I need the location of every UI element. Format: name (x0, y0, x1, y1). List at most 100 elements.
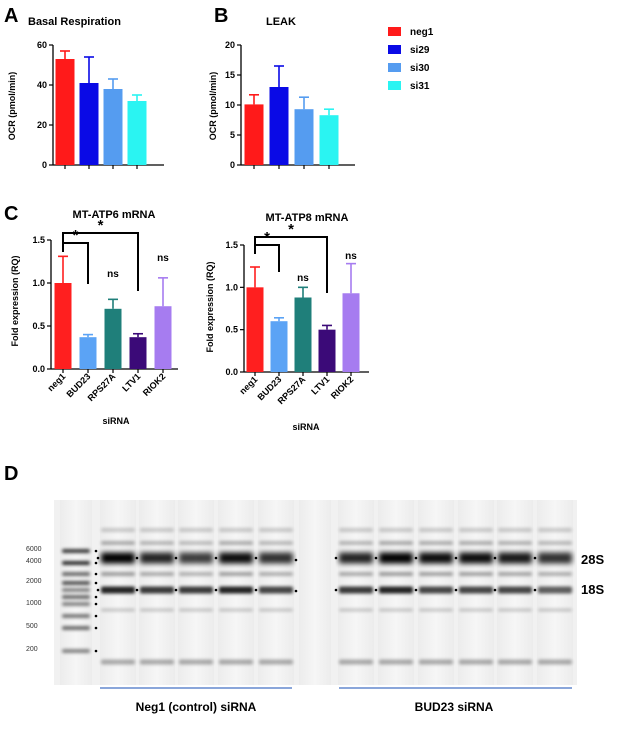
y-tick-label: 0.0 (225, 367, 238, 377)
band-28s (498, 552, 532, 564)
band-18s (419, 586, 453, 594)
small-rna-band (219, 659, 253, 665)
sig-star-ltv1: * (288, 221, 294, 238)
faint-band (379, 541, 413, 545)
faint-band (459, 528, 493, 532)
chart-title: MT-ATP6 mRNA (73, 209, 156, 221)
faint-band (179, 528, 213, 532)
band-18s (101, 586, 135, 594)
faint-band (101, 608, 135, 612)
band-marker-dot (533, 588, 537, 592)
bar-si30 (103, 89, 123, 165)
faint-band (179, 608, 213, 612)
sig-star-ltv1: * (98, 217, 104, 234)
chart-mt-atp8: MT-ATP8 mRNA Fold expression (RQ) siRNA … (205, 212, 369, 432)
x-tick-label: neg1 (45, 371, 67, 393)
faint-band (459, 572, 493, 576)
band-marker-dot (414, 588, 418, 592)
ladder-label-6000: 6000 (26, 546, 42, 553)
chart-title: Basal Respiration (28, 16, 121, 28)
faint-band (498, 608, 532, 612)
band-marker-dot (493, 588, 497, 592)
y-axis-label: OCR (pmol/min) (7, 72, 17, 141)
faint-band (498, 572, 532, 576)
small-rna-band (339, 659, 373, 665)
bar-neg1 (55, 59, 75, 165)
faint-band (339, 608, 373, 612)
band-marker-dot (174, 556, 178, 560)
chart-title: LEAK (266, 16, 296, 28)
gel-image: 6000 4000 2000 1000 500 200 28S 18S Neg1… (26, 500, 604, 714)
faint-band (538, 528, 572, 532)
panel-label-d: D (4, 463, 18, 485)
bar-neg1 (244, 104, 264, 165)
sig-bracket-bud23 (62, 242, 89, 284)
ladder-band (62, 614, 90, 618)
ladder-marker-dot (94, 614, 98, 618)
ladder-band (62, 572, 90, 576)
bar-si31 (319, 115, 339, 165)
y-axis-label: OCR (pmol/min) (208, 72, 218, 141)
bar-neg1 (246, 287, 264, 372)
ladder-band (62, 595, 90, 599)
x-tick-label: LTV1 (309, 374, 331, 396)
sig-bracket-ltv1 (254, 236, 328, 293)
faint-band (538, 608, 572, 612)
band-18s (379, 586, 413, 594)
small-rna-band (140, 659, 174, 665)
faint-band (459, 541, 493, 545)
faint-band (538, 541, 572, 545)
x-axis-label: siRNA (102, 416, 130, 426)
ladder-marker-dot (94, 581, 98, 585)
y-tick-label: 20 (225, 40, 235, 50)
small-rna-band (419, 659, 453, 665)
faint-band (339, 528, 373, 532)
bar-si29 (269, 87, 289, 165)
y-axis-label: Fold expression (RQ) (205, 261, 215, 352)
faint-band (179, 541, 213, 545)
faint-band (140, 608, 174, 612)
faint-band (219, 608, 253, 612)
band-28s (339, 552, 373, 564)
faint-band (219, 528, 253, 532)
faint-band (419, 608, 453, 612)
band-label-28s: 28S (581, 552, 604, 567)
band-marker-dot (374, 556, 378, 560)
band-28s (219, 552, 253, 564)
sig-bracket-ltv1 (62, 232, 139, 291)
small-rna-band (379, 659, 413, 665)
sig-ns-rps27a: ns (297, 273, 309, 284)
faint-band (140, 528, 174, 532)
x-tick-label: RPS27A (86, 371, 118, 403)
faint-band (259, 572, 293, 576)
sig-ns-riok2: ns (345, 251, 357, 262)
faint-band (379, 608, 413, 612)
ladder-marker-dot (94, 649, 98, 653)
bar-riok2 (342, 293, 360, 372)
group-label-bud23: BUD23 siRNA (415, 700, 494, 714)
ladder-marker-dot (94, 549, 98, 553)
band-marker-dot (254, 588, 258, 592)
y-tick-label: 1.5 (32, 235, 45, 245)
ladder-label-200: 200 (26, 646, 38, 653)
y-tick-label: 10 (225, 100, 235, 110)
band-18s (259, 586, 293, 594)
y-tick-label: 5 (230, 130, 235, 140)
ladder-marker-dot (94, 626, 98, 630)
faint-band (101, 541, 135, 545)
group-label-neg1: Neg1 (control) siRNA (136, 700, 257, 714)
legend-label-neg1: neg1 (410, 27, 434, 38)
band-marker-dot (294, 558, 298, 562)
band-marker-dot (96, 556, 100, 560)
band-marker-dot (334, 588, 338, 592)
x-tick-label: RIOK2 (141, 371, 168, 398)
faint-band (498, 528, 532, 532)
legend: neg1 si29 si30 si31 (388, 27, 434, 92)
chart-leak: LEAK OCR (pmol/min) 0 5 10 15 20 (208, 16, 355, 170)
ladder-band (62, 649, 90, 653)
band-label-18s: 18S (581, 582, 604, 597)
faint-band (101, 528, 135, 532)
y-tick-label: 0.5 (225, 325, 238, 335)
band-marker-dot (414, 556, 418, 560)
faint-band (419, 572, 453, 576)
